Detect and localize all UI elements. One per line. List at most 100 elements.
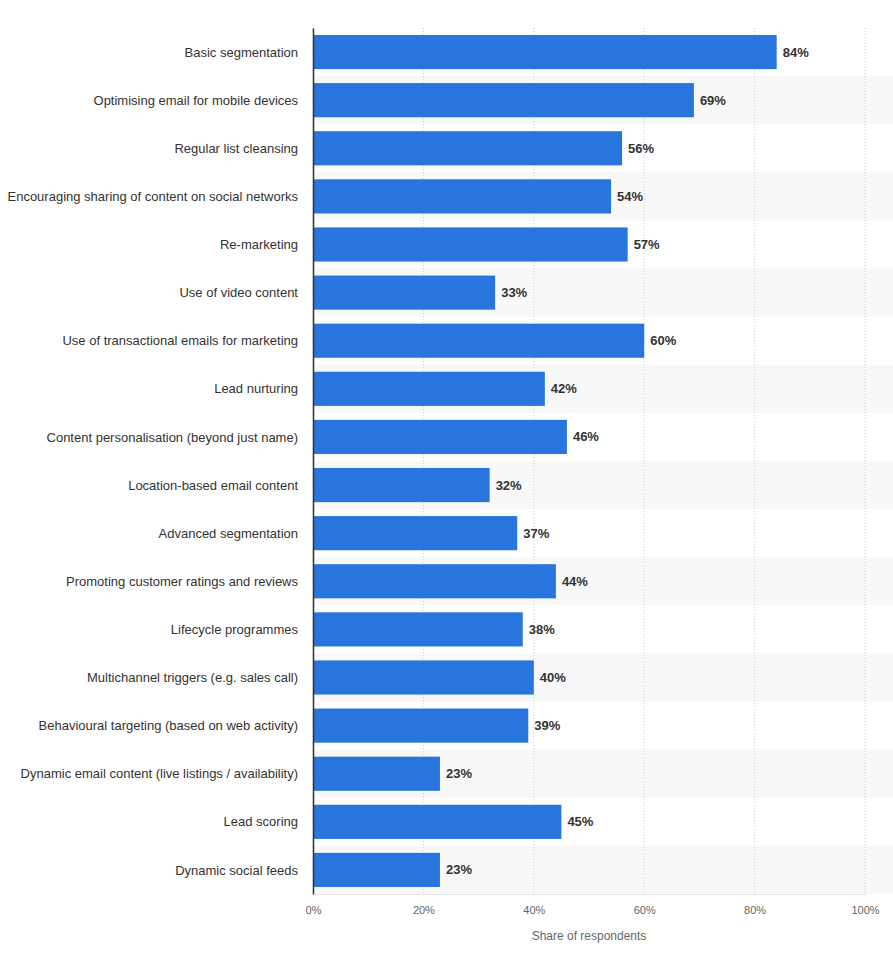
y-tick-label: Advanced segmentation xyxy=(159,526,298,541)
y-tick-label: Re-marketing xyxy=(220,237,298,252)
x-tick-label: 40% xyxy=(523,904,545,916)
y-tick: Advanced segmentation xyxy=(159,526,313,541)
data-label: 45% xyxy=(567,814,593,829)
bar xyxy=(313,612,523,646)
y-tick: Basic segmentation xyxy=(185,45,313,60)
grid-line xyxy=(644,28,645,894)
x-tick: 60% xyxy=(634,894,656,916)
bar xyxy=(313,853,440,887)
y-tick: Lifecycle programmes xyxy=(171,622,313,637)
chart: 84%69%56%54%57%33%60%42%46%32%37%44%38%4… xyxy=(0,0,893,971)
data-label: 38% xyxy=(529,622,555,637)
x-tick-label: 0% xyxy=(306,904,322,916)
bars xyxy=(313,35,777,887)
y-tick: Optimising email for mobile devices xyxy=(94,93,313,108)
data-label: 23% xyxy=(446,766,472,781)
y-tick-label-line: Dynamic email content (live listings / a… xyxy=(21,766,298,781)
row-stripe xyxy=(313,846,893,894)
y-tick: Use of video content xyxy=(179,285,313,300)
data-label: 39% xyxy=(534,718,560,733)
y-tick: Behavioural targeting (based on web acti… xyxy=(39,718,313,733)
row-stripe xyxy=(313,653,893,701)
row-stripe xyxy=(313,557,893,605)
bar xyxy=(313,83,694,117)
bar xyxy=(313,324,644,358)
data-label: 54% xyxy=(617,189,643,204)
data-label: 46% xyxy=(573,429,599,444)
y-tick: Promoting customer ratings and reviews xyxy=(66,574,313,589)
grid xyxy=(313,28,865,894)
y-tick-label-line: Lead nurturing xyxy=(214,381,298,396)
x-axis: 0% 20% 40% 60% 80% 100% xyxy=(306,894,880,916)
y-tick-label-line: Regular list cleansing xyxy=(174,141,298,156)
x-tick: 0% xyxy=(306,894,322,916)
bar xyxy=(313,420,567,454)
y-tick-label: Location-based email content xyxy=(128,478,298,493)
y-tick-label: Promoting customer ratings and reviews xyxy=(66,574,298,589)
y-tick: Location-based email content xyxy=(128,478,313,493)
y-tick-label-line: Encouraging sharing of content on social… xyxy=(7,189,298,204)
y-tick-label: Dynamic email content (live listings / a… xyxy=(21,766,298,781)
x-tick-label: 20% xyxy=(413,904,435,916)
data-label: 32% xyxy=(496,478,522,493)
y-tick-label: Lead scoring xyxy=(224,814,298,829)
bar xyxy=(313,660,534,694)
y-tick: Lead nurturing xyxy=(214,381,313,396)
y-tick-label-line: Behavioural targeting (based on web acti… xyxy=(39,718,298,733)
bar xyxy=(313,276,495,310)
y-tick-label-line: Content personalisation (beyond just nam… xyxy=(47,429,298,444)
y-tick-label-line: Re-marketing xyxy=(220,237,298,252)
data-label: 44% xyxy=(562,574,588,589)
x-tick: 80% xyxy=(744,894,766,916)
y-tick: Dynamic email content (live listings / a… xyxy=(21,766,313,781)
bar xyxy=(313,805,561,839)
y-tick: Regular list cleansing xyxy=(174,141,313,156)
y-tick-label-line: Promoting customer ratings and reviews xyxy=(66,574,298,589)
y-tick-label-line: Optimising email for mobile devices xyxy=(94,93,299,108)
x-tick-label: 100% xyxy=(851,904,879,916)
y-tick-label: Use of video content xyxy=(179,285,298,300)
x-tick-label: 60% xyxy=(634,904,656,916)
y-tick-label: Behavioural targeting (based on web acti… xyxy=(39,718,298,733)
y-tick: Content personalisation (beyond just nam… xyxy=(47,429,313,444)
x-tick: 20% xyxy=(413,894,435,916)
row-stripes xyxy=(313,76,893,894)
x-tick: 100% xyxy=(851,894,879,916)
bar xyxy=(313,372,545,406)
data-label: 56% xyxy=(628,141,654,156)
y-tick-label-line: Basic segmentation xyxy=(185,45,298,60)
row-stripe xyxy=(313,76,893,124)
y-tick-label-line: Advanced segmentation xyxy=(159,526,298,541)
y-tick-label: Optimising email for mobile devices xyxy=(94,93,299,108)
grid-line xyxy=(754,28,755,894)
bar xyxy=(313,516,517,550)
y-tick-label: Basic segmentation xyxy=(185,45,298,60)
data-label: 23% xyxy=(446,862,472,877)
y-tick-label: Multichannel triggers (e.g. sales call) xyxy=(87,670,298,685)
x-tick-label: 80% xyxy=(744,904,766,916)
y-axis-line xyxy=(313,29,315,895)
y-tick: Encouraging sharing of content on social… xyxy=(7,189,313,204)
x-axis-line xyxy=(314,894,866,895)
row-stripe xyxy=(313,365,893,413)
y-tick-label-line: Lead scoring xyxy=(224,814,298,829)
y-tick-label-line: Use of transactional emails for marketin… xyxy=(62,333,298,348)
y-tick: Dynamic social feeds xyxy=(175,862,313,877)
bar xyxy=(313,35,777,69)
data-label: 57% xyxy=(634,237,660,252)
y-tick-label: Regular list cleansing xyxy=(174,141,298,156)
y-tick-label: Dynamic social feeds xyxy=(175,862,298,877)
data-label: 33% xyxy=(501,285,527,300)
y-tick-label: Encouraging sharing of content on social… xyxy=(7,189,298,204)
bar xyxy=(313,757,440,791)
x-axis-title: Share of respondents xyxy=(532,929,647,943)
data-label: 42% xyxy=(551,381,577,396)
y-tick-label-line: Lifecycle programmes xyxy=(171,622,299,637)
y-tick-label: Use of transactional emails for marketin… xyxy=(62,333,298,348)
data-label: 60% xyxy=(650,333,676,348)
data-labels: 84%69%56%54%57%33%60%42%46%32%37%44%38%4… xyxy=(446,45,809,878)
y-axis: Basic segmentation Optimising email for m… xyxy=(7,29,313,895)
y-tick-label: Lifecycle programmes xyxy=(171,622,299,637)
y-tick-label-line: Dynamic social feeds xyxy=(175,862,298,877)
x-tick: 40% xyxy=(523,894,545,916)
